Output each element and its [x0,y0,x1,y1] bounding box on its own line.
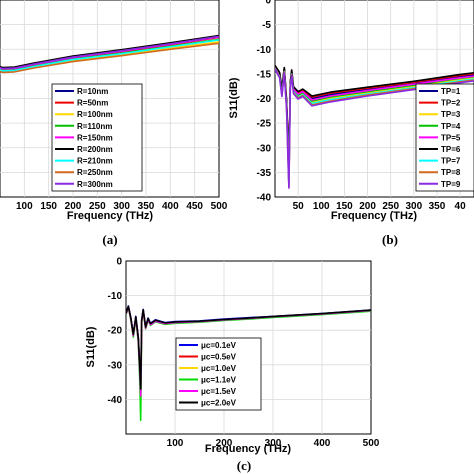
x-tick-label: 500 [363,438,380,449]
legend-entry: TP=4 [441,122,461,131]
legend-entry: μc=1.1eV [201,376,237,385]
x-tick-label: 200 [65,201,82,212]
legend-entry: R=110nm [77,122,112,131]
y-tick-label: -35 [257,168,272,179]
legend-entry: R=250nm [77,168,113,177]
x-tick-label: 350 [138,201,155,212]
y-tick-label: -20 [257,94,272,105]
chart-b: 50 100 150 200 250 300 350 40 -40 -35 -30 -25 -20 -1… [228,0,474,247]
x-tick-label: 300 [113,201,130,212]
legend-entry: TP=8 [441,168,461,177]
x-tick-label: 300 [405,201,422,212]
x-tick-label: 100 [167,438,184,449]
x-axis-label-c: Frequency (THz) [205,443,292,455]
x-tick-labels-c: 100 200 300 400 500 [167,438,380,449]
chart-a: 100 150 200 250 300 350 400 450 500 Frequency (T… [0,0,228,247]
legend-entry: R=50nm [77,99,108,108]
y-tick-label: 0 [116,257,122,268]
legend-entry: TP=1 [441,87,461,96]
x-axis-label-a: Frequency (THz) [67,210,154,222]
legend-box [175,337,262,411]
legend-entry: R=200nm [77,145,113,154]
x-tick-label: 200 [216,438,233,449]
legend-c: μc=0.1eV μc=0.5eV μc=1.0eV μc=1.1eV μc=1.5eV… [175,337,262,411]
x-tick-label: 40 [455,201,467,212]
y-tick-label: -40 [257,193,272,204]
x-tick-label: 50 [293,201,305,212]
panel-label-c: (c) [237,458,251,473]
legend-entry: TP=6 [441,145,461,154]
series-line [275,69,474,189]
legend-entry: R=150nm [77,133,113,142]
x-tick-label: 150 [336,201,353,212]
y-axis-label-b: S11(dB) [228,77,240,118]
legend-entry: R=210nm [77,157,113,166]
y-tick-label: -15 [257,69,272,80]
x-tick-labels-a: 100 150 200 250 300 350 400 450 500 [16,201,228,212]
legend-entry: TP=5 [441,133,461,142]
series-lines-a [0,34,219,74]
series-line [0,35,219,70]
legend-entry: TP=9 [441,180,461,189]
legend-entry: μc=2.0eV [201,399,237,408]
x-tick-label: 100 [16,201,33,212]
legend-entry: TP=2 [441,99,461,108]
x-tick-label: 400 [162,201,179,212]
legend-entry: μc=1.5eV [201,387,237,396]
x-tick-label: 500 [211,201,228,212]
legend-entry: TP=7 [441,157,461,166]
y-tick-labels-c: -40 -30 -20 -10 0 [108,257,123,406]
series-lines-c [126,305,371,422]
series-lines-b [275,65,474,189]
grid-c [126,261,371,434]
x-tick-label: 250 [382,201,399,212]
legend-entry: R=100nm [77,110,113,119]
y-tick-label: -10 [108,291,123,302]
x-tick-label: 450 [186,201,203,212]
y-tick-labels-b: -40 -35 -30 -25 -20 -15 -10 -5 0 [257,0,272,204]
series-line [0,39,219,72]
y-axis-label-c: S11(dB) [85,326,97,367]
y-tick-label: -10 [257,45,272,56]
chart-c: 100 200 300 400 500 -40 -30 -20 -10 0 Frequency … [85,257,380,474]
x-tick-label: 150 [40,201,57,212]
y-tick-label: -5 [262,20,271,31]
series-line [0,42,219,74]
legend-entry: μc=0.5eV [201,353,237,362]
legend-entry: R=10nm [77,87,108,96]
legend-b: TP=1 TP=2 TP=3 TP=4 TP=5 TP=6 TP=7 TP=8 TP=9 [415,83,474,192]
x-tick-labels-b: 50 100 150 200 250 300 350 40 [293,201,467,212]
legend-entry: TP=3 [441,110,461,119]
grid-a [0,0,219,197]
series-line [0,34,219,69]
y-tick-label: -40 [108,395,123,406]
x-tick-label: 300 [265,438,282,449]
y-tick-label: -20 [108,326,123,337]
x-tick-label: 400 [314,438,331,449]
x-tick-label: 200 [359,201,376,212]
x-tick-label: 350 [429,201,446,212]
y-tick-label: 0 [265,0,271,7]
series-line [126,305,371,390]
y-tick-label: -30 [257,143,272,154]
legend-entry: μc=1.0eV [201,364,237,373]
y-tick-label: -30 [108,360,123,371]
x-tick-label: 100 [313,201,330,212]
y-tick-label: -25 [257,119,272,130]
x-tick-label: 250 [89,201,106,212]
x-axis-label-b: Frequency (THz) [331,210,418,222]
legend-a: R=10nm R=50nm R=100nm R=110nm R=150nm R=200nm… [51,83,143,192]
legend-entry: R=300nm [77,180,113,189]
panel-label-b: (b) [382,232,398,247]
panel-label-a: (a) [102,232,117,247]
legend-entry: μc=0.1eV [201,341,237,350]
